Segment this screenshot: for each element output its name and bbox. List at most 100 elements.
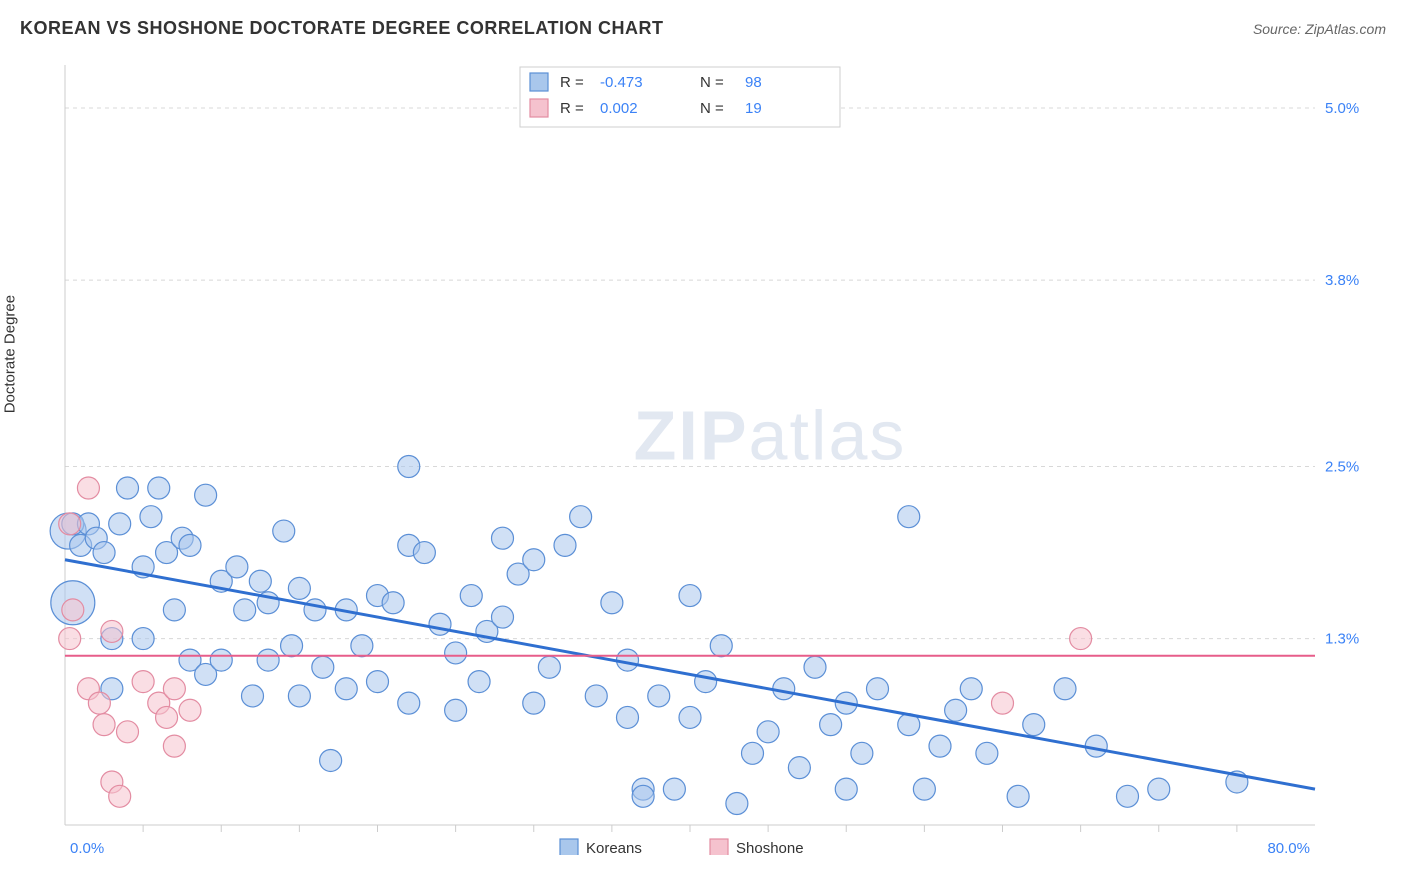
data-point[interactable] bbox=[492, 606, 514, 628]
data-point[interactable] bbox=[757, 721, 779, 743]
chart-container: Doctorate Degree 1.3%2.5%3.8%5.0%ZIPatla… bbox=[20, 55, 1386, 872]
data-point[interactable] bbox=[1148, 778, 1170, 800]
data-point[interactable] bbox=[109, 785, 131, 807]
data-point[interactable] bbox=[648, 685, 670, 707]
data-point[interactable] bbox=[249, 570, 271, 592]
data-point[interactable] bbox=[88, 692, 110, 714]
data-point[interactable] bbox=[929, 735, 951, 757]
data-point[interactable] bbox=[460, 585, 482, 607]
data-point[interactable] bbox=[242, 685, 264, 707]
y-tick-label: 5.0% bbox=[1325, 100, 1359, 117]
data-point[interactable] bbox=[538, 656, 560, 678]
data-point[interactable] bbox=[382, 592, 404, 614]
data-point[interactable] bbox=[226, 556, 248, 578]
data-point[interactable] bbox=[288, 685, 310, 707]
data-point[interactable] bbox=[59, 513, 81, 535]
data-point[interactable] bbox=[663, 778, 685, 800]
legend-n-label: N = bbox=[700, 100, 724, 117]
data-point[interactable] bbox=[804, 656, 826, 678]
data-point[interactable] bbox=[109, 513, 131, 535]
data-point[interactable] bbox=[210, 649, 232, 671]
data-point[interactable] bbox=[913, 778, 935, 800]
data-point[interactable] bbox=[163, 678, 185, 700]
data-point[interactable] bbox=[367, 671, 389, 693]
data-point[interactable] bbox=[281, 635, 303, 657]
source-link[interactable]: ZipAtlas.com bbox=[1305, 21, 1386, 37]
data-point[interactable] bbox=[945, 699, 967, 721]
data-point[interactable] bbox=[726, 792, 748, 814]
data-point[interactable] bbox=[132, 671, 154, 693]
data-point[interactable] bbox=[140, 506, 162, 528]
data-point[interactable] bbox=[554, 534, 576, 556]
data-point[interactable] bbox=[492, 527, 514, 549]
data-point[interactable] bbox=[77, 477, 99, 499]
legend-swatch bbox=[710, 839, 728, 855]
data-point[interactable] bbox=[413, 542, 435, 564]
legend-r-value: 0.002 bbox=[600, 100, 638, 117]
x-tick-label: 0.0% bbox=[70, 840, 104, 855]
data-point[interactable] bbox=[851, 742, 873, 764]
data-point[interactable] bbox=[117, 477, 139, 499]
data-point[interactable] bbox=[179, 699, 201, 721]
data-point[interactable] bbox=[234, 599, 256, 621]
data-point[interactable] bbox=[273, 520, 295, 542]
data-point[interactable] bbox=[1007, 785, 1029, 807]
data-point[interactable] bbox=[820, 714, 842, 736]
data-point[interactable] bbox=[93, 714, 115, 736]
data-point[interactable] bbox=[179, 534, 201, 556]
correlation-scatter-chart: 1.3%2.5%3.8%5.0%ZIPatlas0.0%80.0%R =-0.4… bbox=[20, 55, 1360, 855]
data-point[interactable] bbox=[523, 549, 545, 571]
data-point[interactable] bbox=[617, 706, 639, 728]
data-point[interactable] bbox=[59, 628, 81, 650]
data-point[interactable] bbox=[1117, 785, 1139, 807]
data-point[interactable] bbox=[632, 785, 654, 807]
data-point[interactable] bbox=[710, 635, 732, 657]
source-attribution: Source: ZipAtlas.com bbox=[1253, 21, 1386, 37]
data-point[interactable] bbox=[468, 671, 490, 693]
data-point[interactable] bbox=[523, 692, 545, 714]
data-point[interactable] bbox=[117, 721, 139, 743]
data-point[interactable] bbox=[101, 620, 123, 642]
data-point[interactable] bbox=[445, 642, 467, 664]
data-point[interactable] bbox=[585, 685, 607, 707]
data-point[interactable] bbox=[93, 542, 115, 564]
data-point[interactable] bbox=[148, 477, 170, 499]
data-point[interactable] bbox=[398, 456, 420, 478]
legend-r-label: R = bbox=[560, 100, 584, 117]
data-point[interactable] bbox=[788, 757, 810, 779]
data-point[interactable] bbox=[335, 678, 357, 700]
data-point[interactable] bbox=[835, 778, 857, 800]
data-point[interactable] bbox=[163, 599, 185, 621]
y-tick-label: 1.3% bbox=[1325, 631, 1359, 648]
data-point[interactable] bbox=[398, 692, 420, 714]
data-point[interactable] bbox=[132, 628, 154, 650]
data-point[interactable] bbox=[429, 613, 451, 635]
data-point[interactable] bbox=[695, 671, 717, 693]
data-point[interactable] bbox=[1054, 678, 1076, 700]
data-point[interactable] bbox=[898, 506, 920, 528]
data-point[interactable] bbox=[570, 506, 592, 528]
data-point[interactable] bbox=[742, 742, 764, 764]
data-point[interactable] bbox=[288, 577, 310, 599]
data-point[interactable] bbox=[976, 742, 998, 764]
watermark: ZIPatlas bbox=[634, 396, 907, 474]
data-point[interactable] bbox=[351, 635, 373, 657]
data-point[interactable] bbox=[195, 484, 217, 506]
data-point[interactable] bbox=[960, 678, 982, 700]
data-point[interactable] bbox=[992, 692, 1014, 714]
data-point[interactable] bbox=[867, 678, 889, 700]
data-point[interactable] bbox=[62, 599, 84, 621]
data-point[interactable] bbox=[320, 749, 342, 771]
data-point[interactable] bbox=[257, 649, 279, 671]
data-point[interactable] bbox=[156, 706, 178, 728]
data-point[interactable] bbox=[601, 592, 623, 614]
data-point[interactable] bbox=[1023, 714, 1045, 736]
data-point[interactable] bbox=[304, 599, 326, 621]
data-point[interactable] bbox=[679, 585, 701, 607]
data-point[interactable] bbox=[445, 699, 467, 721]
data-point[interactable] bbox=[163, 735, 185, 757]
data-point[interactable] bbox=[312, 656, 334, 678]
legend-n-label: N = bbox=[700, 74, 724, 91]
data-point[interactable] bbox=[679, 706, 701, 728]
data-point[interactable] bbox=[1070, 628, 1092, 650]
